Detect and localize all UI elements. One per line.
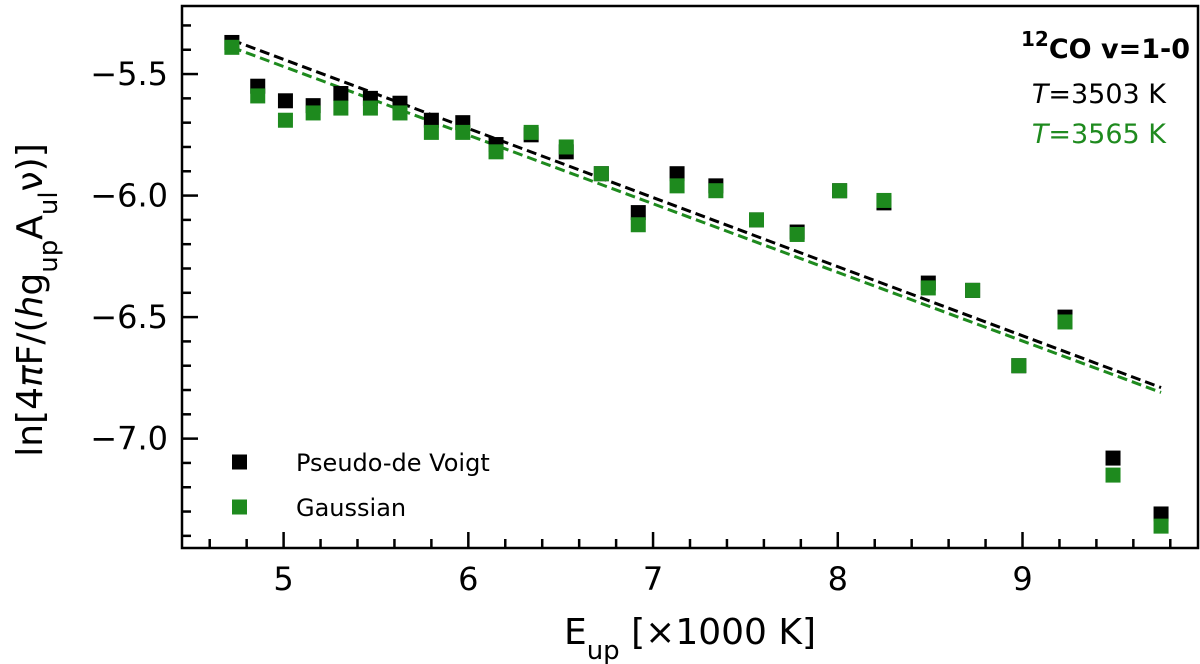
data-point-pseudo-voigt bbox=[630, 205, 646, 221]
data-point-pseudo-voigt bbox=[333, 85, 349, 101]
data-point-gaussian bbox=[305, 105, 321, 121]
legend-marker bbox=[232, 499, 247, 515]
data-point-gaussian bbox=[224, 39, 240, 55]
data-point-gaussian bbox=[392, 105, 408, 121]
x-tick-label: 7 bbox=[643, 560, 663, 598]
data-point-gaussian bbox=[593, 166, 609, 182]
x-tick-label: 6 bbox=[458, 560, 478, 598]
x-tick-label: 8 bbox=[828, 560, 848, 598]
data-point-gaussian bbox=[250, 88, 266, 104]
data-point-gaussian bbox=[630, 217, 646, 233]
data-points bbox=[224, 34, 1169, 534]
data-point-pseudo-voigt bbox=[1153, 506, 1169, 522]
x-tick-label: 5 bbox=[273, 560, 293, 598]
data-point-gaussian bbox=[876, 192, 892, 208]
data-point-gaussian bbox=[749, 212, 765, 228]
species-superscript: 12 bbox=[1021, 27, 1049, 51]
data-point-gaussian bbox=[669, 178, 685, 194]
temperature-value: =3503 K bbox=[1048, 79, 1167, 110]
fit-line-gaussian bbox=[231, 45, 1162, 394]
fit-line-pseudo-voigt bbox=[231, 38, 1162, 389]
temperature-label-black: T=3503 K bbox=[1032, 79, 1167, 110]
legend-label: Pseudo-de Voigt bbox=[296, 449, 490, 477]
y-tick-label: −6.0 bbox=[90, 177, 168, 215]
y-tick-label: −6.5 bbox=[90, 298, 168, 336]
temperature-prefix: T bbox=[1032, 119, 1051, 150]
data-point-gaussian bbox=[362, 100, 378, 116]
species-label: 12CO v=1-0 bbox=[1021, 27, 1190, 65]
legend-marker bbox=[232, 454, 247, 470]
data-point-gaussian bbox=[423, 124, 439, 140]
data-point-gaussian bbox=[488, 144, 504, 160]
data-point-gaussian bbox=[832, 183, 848, 199]
y-tick-label: −5.5 bbox=[90, 55, 168, 93]
y-tick-label: −7.0 bbox=[90, 420, 168, 458]
data-point-pseudo-voigt bbox=[669, 166, 685, 182]
data-point-gaussian bbox=[789, 226, 805, 242]
data-point-gaussian bbox=[1011, 358, 1027, 374]
species-name: CO v=1-0 bbox=[1049, 34, 1190, 65]
data-point-gaussian bbox=[920, 280, 936, 296]
axis-ticks bbox=[182, 24, 1172, 548]
fit-lines bbox=[231, 38, 1162, 394]
data-point-gaussian bbox=[1057, 314, 1073, 330]
tick-labels: 5 6 7 8 9 −5.5 −6.0 −6.5 −7.0 bbox=[90, 55, 1032, 598]
x-axis-label: Eup [×1000 K] bbox=[564, 612, 816, 664]
data-point-gaussian bbox=[558, 139, 574, 155]
data-point-gaussian bbox=[1153, 518, 1169, 534]
data-point-pseudo-voigt bbox=[423, 112, 439, 128]
y-axis-label: ln[4πF/(hgupAulν)] bbox=[10, 143, 64, 457]
data-point-gaussian bbox=[708, 183, 724, 199]
x-tick-label: 9 bbox=[1012, 560, 1032, 598]
data-point-pseudo-voigt bbox=[277, 93, 293, 109]
data-point-gaussian bbox=[277, 112, 293, 128]
temperature-prefix: T bbox=[1032, 79, 1051, 110]
temperature-value: =3565 K bbox=[1048, 119, 1167, 150]
data-point-pseudo-voigt bbox=[1105, 450, 1121, 466]
data-point-gaussian bbox=[965, 282, 981, 298]
data-point-gaussian bbox=[333, 100, 349, 116]
data-point-gaussian bbox=[1105, 467, 1121, 483]
legend-label: Gaussian bbox=[296, 494, 406, 522]
data-point-gaussian bbox=[455, 124, 471, 140]
temperature-label-green: T=3565 K bbox=[1032, 119, 1167, 150]
data-point-gaussian bbox=[523, 124, 539, 140]
legend: Pseudo-de Voigt Gaussian bbox=[232, 449, 490, 522]
